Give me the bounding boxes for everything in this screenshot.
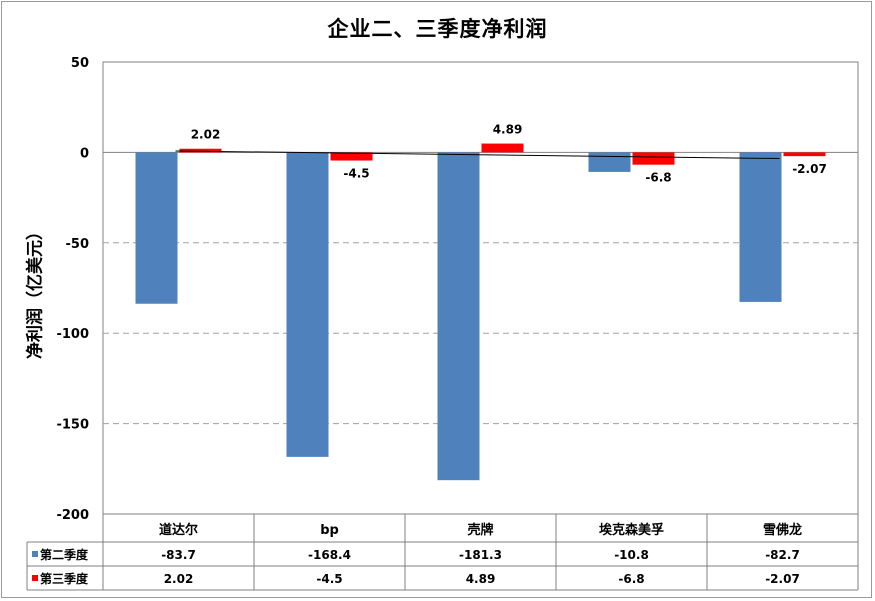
table-category-header: bp <box>320 523 339 538</box>
bar-q2 <box>286 152 329 457</box>
y-tick-label: 0 <box>80 146 89 161</box>
legend-key-q2 <box>32 551 38 557</box>
bar-q2 <box>437 152 480 481</box>
data-label-q3: 4.89 <box>493 123 523 137</box>
y-ticks: 50 0 -50 -100 -150 -200 <box>56 56 89 523</box>
legend-label-q2: 第二季度 <box>40 547 89 562</box>
trendline-line <box>175 150 780 160</box>
table-cell-q3: 4.89 <box>466 572 496 586</box>
table-cell-q2: -181.3 <box>459 548 502 562</box>
bars <box>135 143 826 481</box>
bar-q3 <box>632 152 675 165</box>
table-category-header: 雪佛龙 <box>763 522 802 538</box>
data-label-q3: 2.02 <box>191 128 221 142</box>
table-cell-q2: -83.7 <box>161 548 196 562</box>
bar-q3 <box>179 148 222 153</box>
table-cell-q3: -2.07 <box>765 572 800 586</box>
bar-q3 <box>481 143 524 153</box>
y-tick-label: 50 <box>71 56 89 71</box>
table-cell-q2: -168.4 <box>308 548 351 562</box>
data-labels: 2.02 -4.5 4.89 -6.8 -2.07 <box>191 123 827 185</box>
data-label-q3: -2.07 <box>792 162 827 176</box>
trendline <box>175 150 780 160</box>
y-tick-label: -200 <box>56 508 89 523</box>
y-tick-label: -150 <box>56 418 89 433</box>
data-label-q3: -6.8 <box>645 171 671 185</box>
bar-q3 <box>783 152 826 157</box>
table-cell-q2: -10.8 <box>614 548 649 562</box>
data-label-q3: -4.5 <box>343 167 369 181</box>
bar-q2 <box>135 152 178 304</box>
table-cell-q3: -4.5 <box>316 572 342 586</box>
legend-key-q3 <box>32 575 38 581</box>
chart-title: 企业二、三季度净利润 <box>327 17 548 41</box>
table-cell-q2: -82.7 <box>765 548 800 562</box>
table-category-header: 道达尔 <box>159 522 198 538</box>
y-tick-label: -50 <box>66 237 90 252</box>
table-cell-q3: -6.8 <box>618 572 644 586</box>
bar-q2 <box>588 152 631 172</box>
bar-q3 <box>330 152 373 161</box>
table-category-header: 壳牌 <box>466 522 493 538</box>
y-tick-label: -100 <box>56 327 89 342</box>
data-table: 道达尔 -83.7 2.02 bp -168.4 -4.5 壳牌 -181.3 4.89 埃克森美… <box>26 513 859 591</box>
legend-label-q3: 第三季度 <box>40 571 89 586</box>
table-cell-q3: 2.02 <box>164 572 194 586</box>
bar-q2 <box>739 152 782 302</box>
table-category-header: 埃克森美孚 <box>599 522 664 538</box>
